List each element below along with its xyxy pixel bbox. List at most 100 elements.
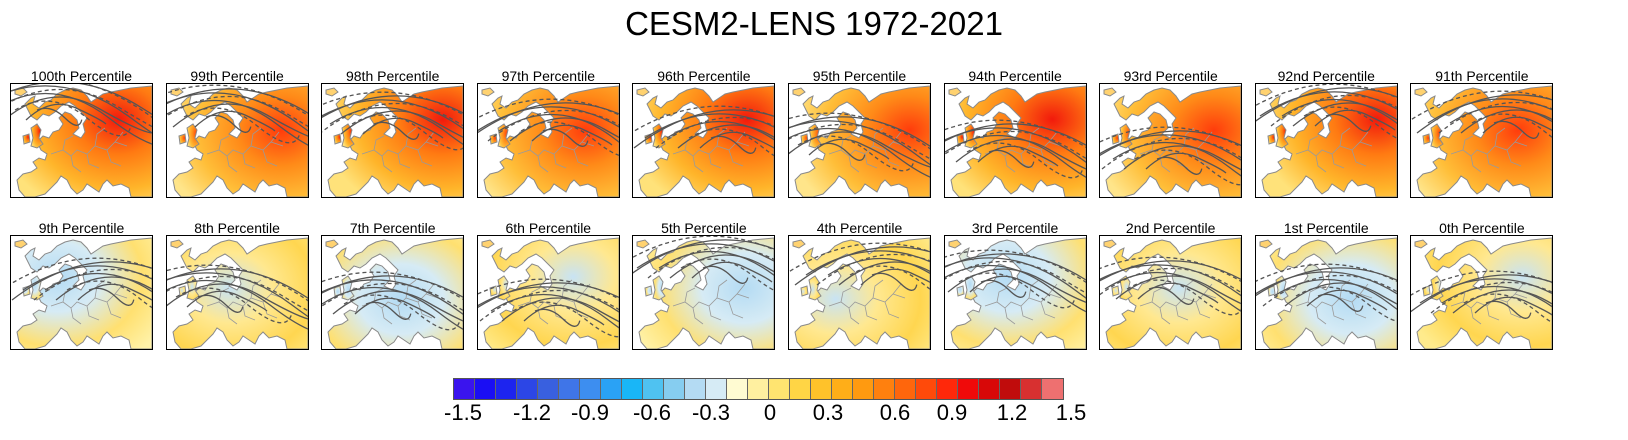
colorbar-cell [517,379,538,399]
panel-title: 96th Percentile [657,68,751,84]
bottom-row-panel: 4th Percentile [788,220,931,350]
panel-title: 100th Percentile [30,68,133,84]
colorbar-cell [769,379,790,399]
panel-title: 97th Percentile [501,68,595,84]
panel-title: 1st Percentile [1283,220,1369,236]
colorbar-cell [664,379,685,399]
europe-anomaly-map [1410,235,1554,350]
colorbar-cell [475,379,496,399]
panel-title: 92nd Percentile [1277,68,1375,84]
top-row-panel: 99th Percentile [165,68,309,198]
colorbar-tick-label: -1.2 [513,400,551,425]
colorbar-cell [559,379,580,399]
panel-title: 91th Percentile [1435,68,1529,84]
colorbar [453,378,1064,400]
colorbar-cell [790,379,811,399]
colorbar-tick-label: -1.5 [444,400,482,425]
bottom-row-panel: 7th Percentile [321,220,465,350]
colorbar-cell [622,379,643,399]
top-row-panel: 98th Percentile [321,68,465,198]
colorbar-cell [853,379,874,399]
colorbar-tick-label: -0.6 [633,400,671,425]
top-row-panel: 93rd Percentile [1099,68,1243,198]
bottom-row-panel: 5th Percentile [632,220,776,350]
panel-title: 2nd Percentile [1125,220,1216,236]
europe-anomaly-map [476,83,620,198]
colorbar-cell [1042,379,1063,399]
europe-anomaly-map [632,83,776,198]
colorbar-cell [496,379,517,399]
bottom-row-panel: 8th Percentile [165,220,309,350]
colorbar-cell [538,379,559,399]
colorbar-tick-label: 1.5 [1055,400,1087,425]
bottom-row-panel: 3rd Percentile [943,220,1087,350]
panel-title: 94th Percentile [968,68,1062,84]
colorbar-cell [832,379,853,399]
colorbar-cell [958,379,979,399]
europe-anomaly-map [943,83,1087,198]
colorbar-cell [895,379,916,399]
europe-anomaly-map [1254,235,1398,350]
panel-title: 99th Percentile [190,68,284,84]
top-row-panel: 97th Percentile [476,68,620,198]
europe-anomaly-map [476,235,620,350]
panel-title: 9th Percentile [38,220,125,236]
colorbar-cell [811,379,832,399]
top-row-panel: 92nd Percentile [1254,68,1398,198]
colorbar-tick-label: 0.6 [879,400,911,425]
colorbar-cell [601,379,622,399]
europe-anomaly-map [788,235,931,350]
colorbar-cell [937,379,958,399]
top-row-panel: 95th Percentile [788,68,931,198]
panel-title: 6th Percentile [505,220,592,236]
panel-title: 98th Percentile [345,68,440,84]
colorbar-cell [580,379,601,399]
europe-anomaly-map [321,83,465,198]
europe-anomaly-map [321,235,465,350]
colorbar-cell [1021,379,1042,399]
panel-title: 93rd Percentile [1123,68,1218,84]
panel-title: 3rd Percentile [971,220,1059,236]
colorbar-tick-label: 0.3 [812,400,844,425]
europe-anomaly-map [1099,235,1243,350]
europe-anomaly-map [10,235,153,350]
colorbar-cell [916,379,937,399]
panel-title: 7th Percentile [349,220,436,236]
colorbar-tick-label: -0.9 [571,400,609,425]
europe-anomaly-map [1254,83,1398,198]
top-row-panel: 94th Percentile [943,68,1087,198]
colorbar-cell [1000,379,1021,399]
colorbar-cell [727,379,748,399]
top-row-panel: 91th Percentile [1410,68,1554,198]
colorbar-cell [874,379,895,399]
colorbar-tick-label: 0 [763,400,777,425]
europe-anomaly-map [943,235,1087,350]
panel-title: 5th Percentile [661,220,747,236]
colorbar-cell [706,379,727,399]
europe-anomaly-map [1099,83,1243,198]
bottom-row-panel: 9th Percentile [10,220,153,350]
top-row-panel: 100th Percentile [10,68,153,198]
colorbar-tick-label: -0.3 [692,400,730,425]
europe-anomaly-map [1410,83,1554,198]
panel-title: 0th Percentile [1439,220,1525,236]
figure-title: CESM2-LENS 1972-2021 [625,5,1003,42]
top-row-panel: 96th Percentile [632,68,776,198]
europe-anomaly-map [10,83,153,198]
europe-anomaly-map [165,83,309,198]
colorbar-cell [748,379,769,399]
europe-anomaly-map [165,235,309,350]
bottom-row-panel: 6th Percentile [476,220,620,350]
colorbar-tick-label: 0.9 [936,400,968,425]
bottom-row-panel: 0th Percentile [1410,220,1554,350]
colorbar-labels: -1.5 -1.2 -0.9 -0.6 -0.3 0 0.3 0.6 0.9 1.2 1.5 [0,400,1628,430]
colorbar-cell [643,379,664,399]
panel-title: 8th Percentile [194,220,280,236]
europe-anomaly-map [788,83,931,198]
panel-title: 95th Percentile [812,68,907,84]
bottom-row-panel: 2nd Percentile [1099,220,1243,350]
colorbar-cell [454,379,475,399]
europe-anomaly-map [632,235,776,350]
colorbar-cell [979,379,1000,399]
colorbar-cell [685,379,706,399]
